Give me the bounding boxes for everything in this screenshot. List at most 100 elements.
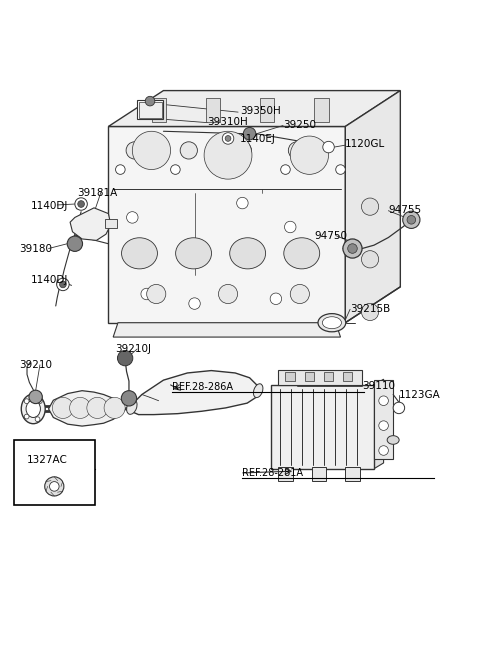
- Bar: [286, 373, 295, 381]
- Bar: [278, 467, 293, 481]
- Bar: [271, 385, 374, 469]
- Circle shape: [118, 350, 133, 365]
- Text: 1327AC: 1327AC: [27, 455, 68, 464]
- Circle shape: [288, 141, 306, 159]
- Circle shape: [393, 402, 405, 414]
- Text: 94750: 94750: [314, 231, 347, 240]
- Circle shape: [336, 165, 345, 174]
- Polygon shape: [345, 90, 400, 323]
- Circle shape: [37, 399, 42, 403]
- Bar: [206, 98, 220, 122]
- Circle shape: [218, 284, 238, 303]
- Ellipse shape: [21, 394, 45, 424]
- Circle shape: [180, 141, 197, 159]
- Bar: [312, 467, 326, 481]
- Text: 1123GA: 1123GA: [399, 390, 441, 400]
- Ellipse shape: [127, 400, 137, 415]
- Circle shape: [121, 390, 137, 406]
- Ellipse shape: [284, 238, 320, 269]
- Circle shape: [361, 198, 379, 215]
- Text: 39310H: 39310H: [207, 117, 248, 126]
- Circle shape: [379, 445, 388, 455]
- Polygon shape: [113, 323, 340, 337]
- Circle shape: [237, 197, 248, 209]
- Circle shape: [361, 251, 379, 268]
- Circle shape: [243, 128, 256, 140]
- Bar: [137, 100, 163, 119]
- Circle shape: [24, 414, 29, 419]
- Circle shape: [45, 477, 64, 496]
- Circle shape: [403, 211, 420, 229]
- Bar: [374, 380, 393, 459]
- Polygon shape: [48, 390, 125, 426]
- Polygon shape: [374, 379, 384, 469]
- Circle shape: [132, 131, 170, 170]
- Circle shape: [126, 141, 144, 159]
- Bar: [139, 102, 162, 118]
- Text: 1140DJ: 1140DJ: [30, 201, 68, 211]
- Text: 1140EJ: 1140EJ: [240, 134, 276, 144]
- Bar: [152, 98, 166, 122]
- Bar: [105, 219, 117, 228]
- Ellipse shape: [387, 436, 399, 444]
- Bar: [345, 467, 360, 481]
- Circle shape: [116, 165, 125, 174]
- Text: 39250: 39250: [283, 120, 316, 130]
- Ellipse shape: [253, 384, 263, 398]
- Circle shape: [78, 200, 84, 208]
- Circle shape: [281, 165, 290, 174]
- Circle shape: [343, 239, 362, 258]
- Bar: [278, 369, 362, 385]
- Ellipse shape: [323, 317, 341, 329]
- Circle shape: [127, 212, 138, 223]
- Polygon shape: [70, 208, 111, 240]
- Text: 39210: 39210: [19, 360, 52, 370]
- Circle shape: [67, 236, 83, 252]
- Circle shape: [285, 221, 296, 233]
- Text: 39110: 39110: [362, 381, 395, 391]
- Text: 1140DJ: 1140DJ: [30, 274, 68, 285]
- Circle shape: [75, 198, 87, 210]
- Circle shape: [348, 244, 357, 253]
- Ellipse shape: [318, 314, 346, 332]
- Circle shape: [147, 284, 166, 303]
- Circle shape: [204, 131, 252, 179]
- Bar: [314, 98, 328, 122]
- Circle shape: [379, 396, 388, 405]
- Bar: [343, 373, 352, 381]
- Text: 39181A: 39181A: [77, 187, 118, 198]
- Circle shape: [145, 96, 155, 106]
- Polygon shape: [343, 245, 362, 252]
- Circle shape: [226, 165, 235, 174]
- Circle shape: [52, 398, 73, 419]
- Circle shape: [225, 136, 231, 141]
- Circle shape: [222, 133, 234, 144]
- Circle shape: [35, 417, 40, 422]
- Circle shape: [104, 398, 125, 419]
- Circle shape: [24, 399, 29, 403]
- Polygon shape: [130, 371, 260, 415]
- Circle shape: [60, 281, 66, 288]
- Polygon shape: [108, 90, 400, 126]
- Circle shape: [29, 390, 42, 403]
- Text: 39350H: 39350H: [240, 106, 281, 116]
- Circle shape: [323, 141, 334, 153]
- Circle shape: [170, 165, 180, 174]
- Text: 94755: 94755: [388, 205, 421, 215]
- Text: 39210J: 39210J: [116, 344, 152, 354]
- Bar: [305, 373, 314, 381]
- Polygon shape: [108, 126, 345, 323]
- Ellipse shape: [230, 238, 265, 269]
- Circle shape: [57, 278, 69, 291]
- Ellipse shape: [26, 400, 40, 417]
- Text: REF.28-286A: REF.28-286A: [172, 382, 233, 392]
- Circle shape: [270, 293, 282, 305]
- Ellipse shape: [121, 238, 157, 269]
- Text: REF.28-281A: REF.28-281A: [242, 468, 303, 478]
- Circle shape: [141, 288, 153, 300]
- Circle shape: [407, 215, 416, 224]
- Circle shape: [290, 284, 310, 303]
- Circle shape: [70, 398, 91, 419]
- Circle shape: [361, 303, 379, 320]
- Text: 39180: 39180: [19, 244, 52, 253]
